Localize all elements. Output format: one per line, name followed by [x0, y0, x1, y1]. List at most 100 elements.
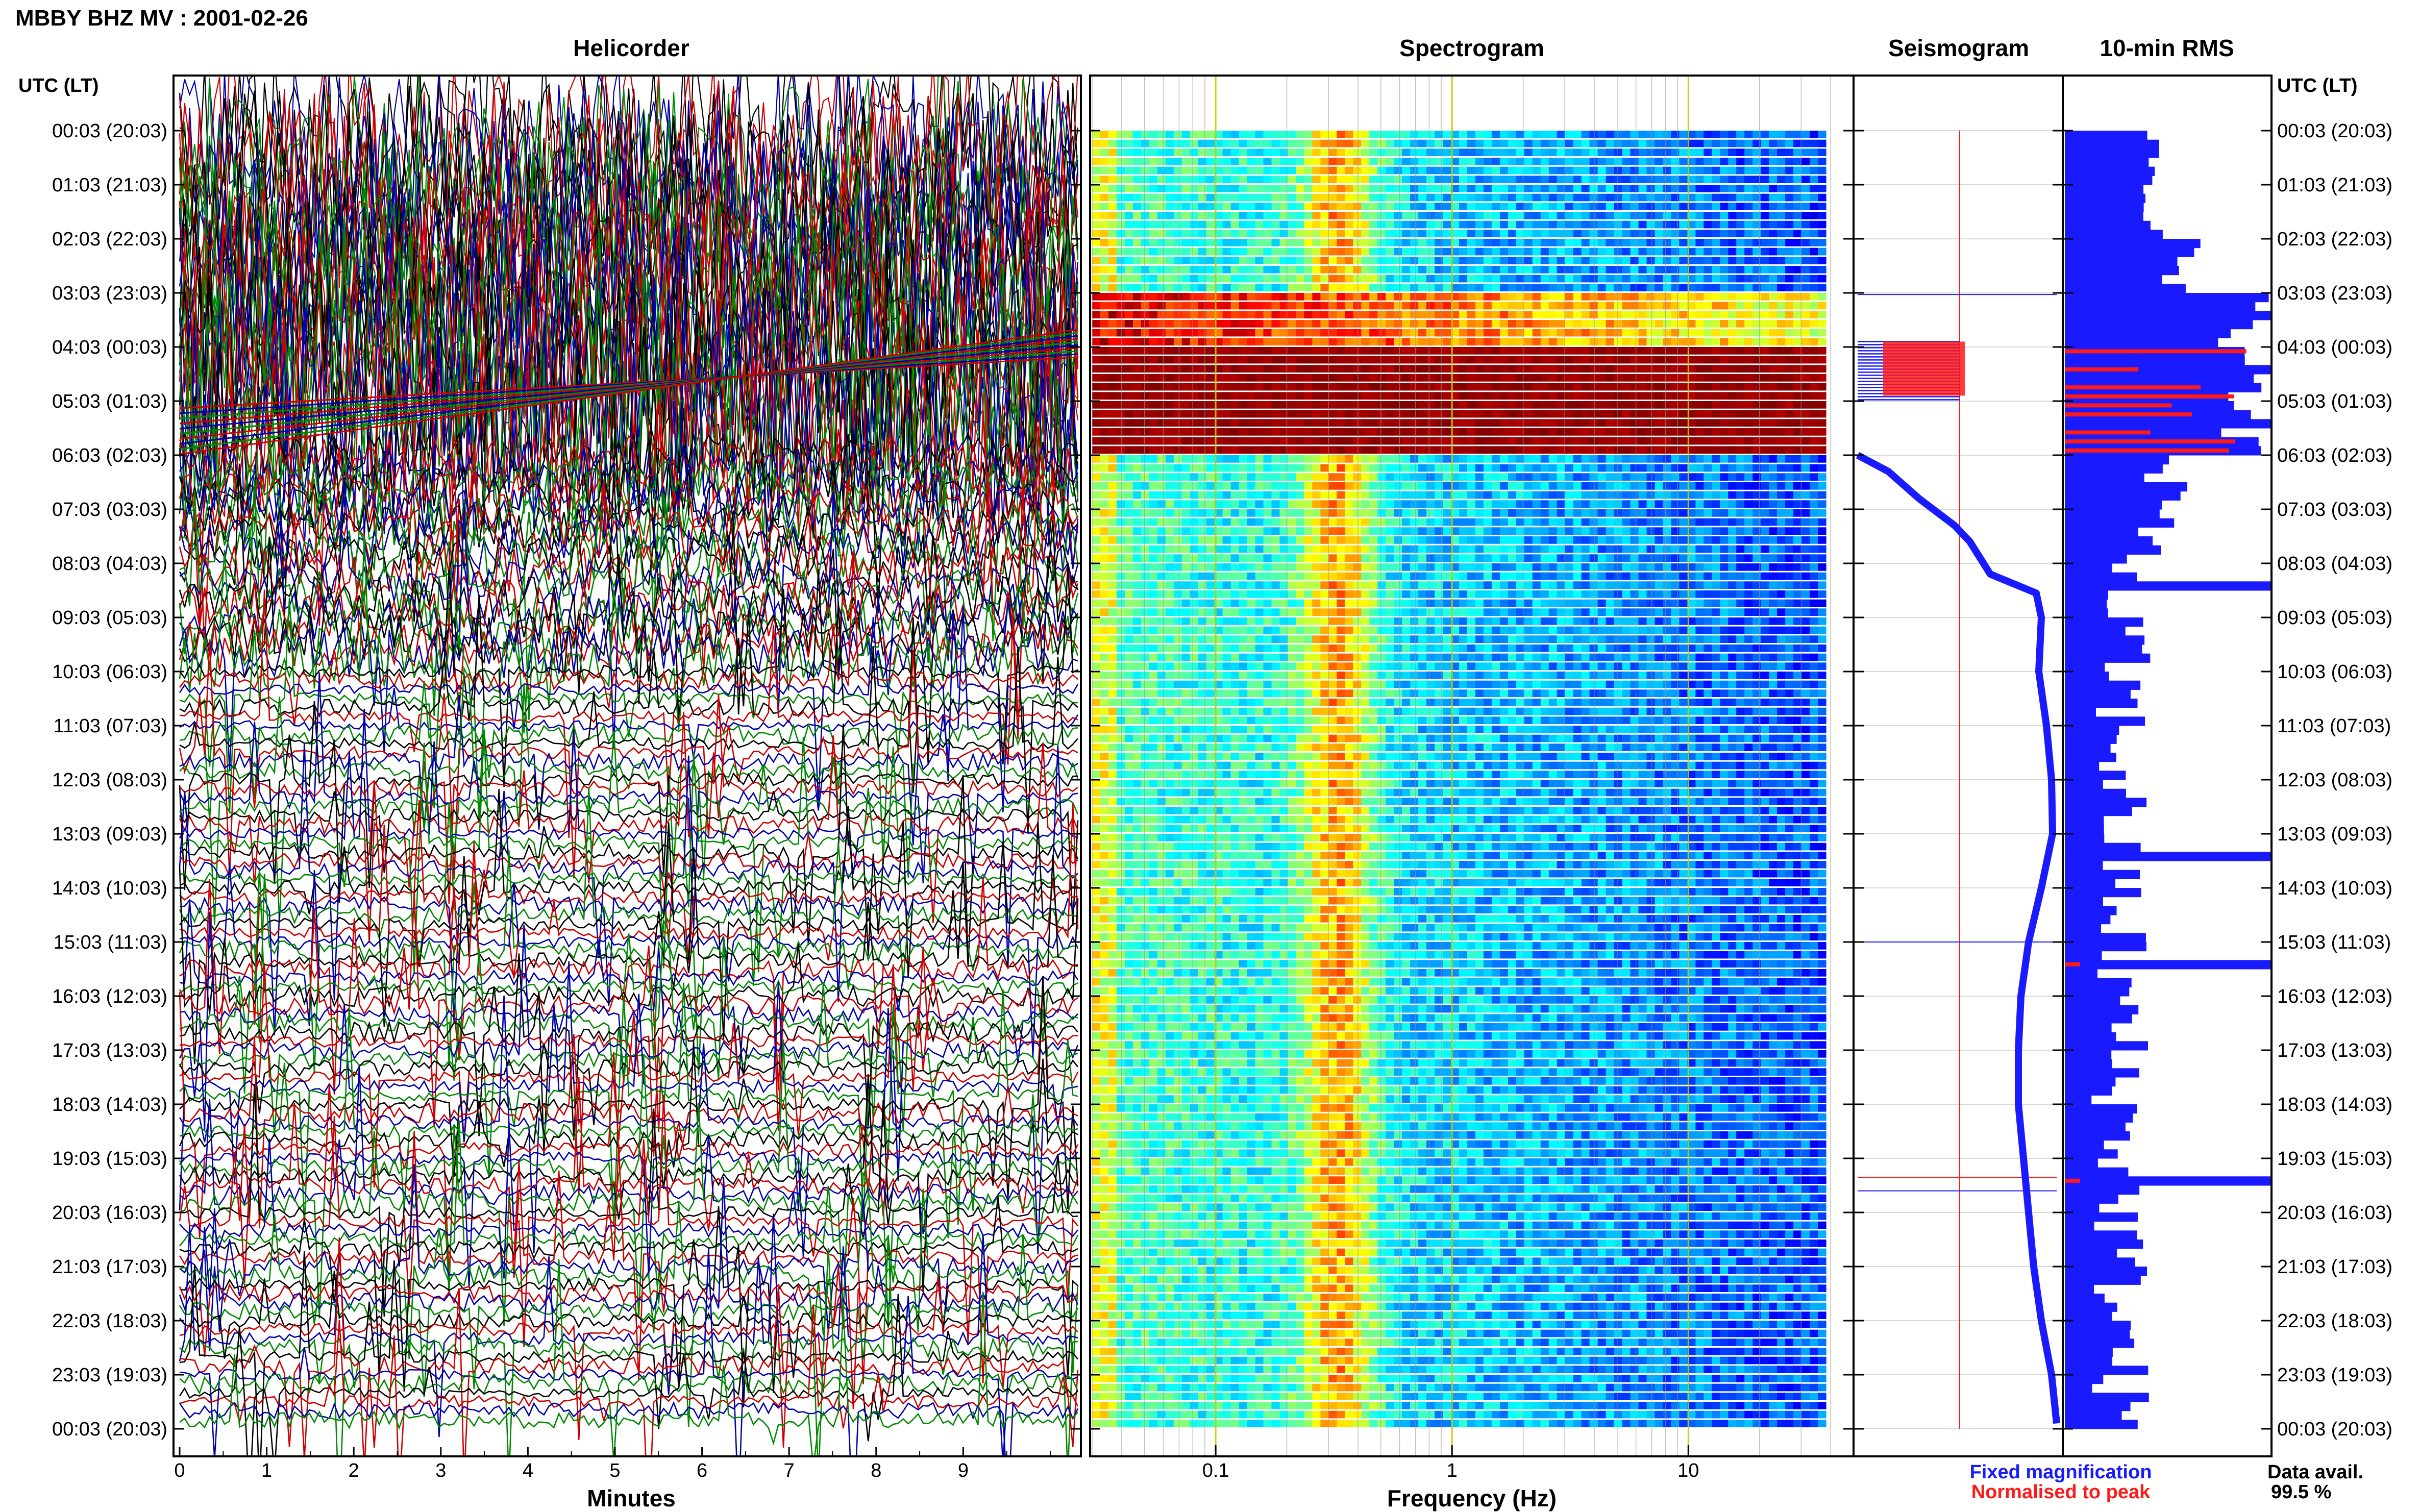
spectrogram-cell — [1239, 464, 1248, 472]
spectrogram-cell — [1386, 401, 1394, 409]
spectrogram-cell — [1443, 374, 1451, 382]
spectrogram-cell — [1377, 590, 1386, 598]
spectrogram-cell — [1092, 220, 1101, 229]
spectrogram-cell — [1581, 247, 1590, 256]
spectrogram-cell — [1394, 527, 1402, 535]
spectrogram-cell — [1573, 500, 1582, 508]
spectrogram-cell — [1573, 203, 1582, 210]
spectrogram-cell — [1793, 536, 1802, 544]
spectrogram-cell — [1491, 176, 1500, 183]
spectrogram-cell — [1247, 158, 1256, 165]
spectrogram-cell — [1418, 230, 1427, 237]
spectrogram-cell — [1214, 302, 1223, 310]
spectrogram-cell — [1793, 176, 1802, 183]
spectrogram-cell — [1279, 176, 1289, 183]
spectrogram-cell — [1132, 563, 1142, 571]
spectrogram-cell — [1247, 392, 1256, 400]
spectrogram-cell — [1312, 419, 1321, 427]
spectrogram-cell — [1092, 572, 1101, 580]
spectrogram-cell — [1173, 500, 1182, 508]
spectrogram-cell — [1386, 247, 1394, 256]
spectrogram-cell — [1320, 428, 1329, 436]
spectrogram-cell — [1132, 383, 1142, 391]
spectrogram-cell — [1239, 239, 1248, 246]
spectrogram-cell — [1557, 383, 1566, 391]
spectrogram-cell — [1426, 257, 1435, 264]
spectrogram-cell — [1687, 275, 1696, 283]
spectrogram-cell — [1443, 247, 1451, 256]
spectrogram-cell — [1622, 482, 1631, 490]
spectrogram-cell — [1532, 338, 1541, 345]
spectrogram-cell — [1475, 266, 1484, 274]
spectrogram-cell — [1614, 419, 1623, 427]
spectrogram-cell — [1459, 176, 1468, 183]
spectrogram-cell — [1557, 203, 1566, 210]
spectrogram-cell — [1540, 608, 1549, 616]
spectrogram-cell — [1687, 139, 1696, 147]
spectrogram-cell — [1369, 365, 1378, 373]
spectrogram-cell — [1141, 266, 1150, 274]
spectrogram-cell — [1475, 293, 1484, 301]
spectrogram-cell — [1443, 166, 1451, 175]
spectrogram-cell — [1769, 509, 1778, 517]
spectrogram-cell — [1279, 266, 1289, 274]
spectrogram-cell — [1499, 148, 1509, 156]
spectrogram-cell — [1132, 437, 1142, 445]
spectrogram-cell — [1752, 338, 1761, 345]
spectrogram-cell — [1736, 356, 1745, 364]
spectrogram-cell — [1671, 158, 1680, 165]
spectrogram-cell — [1720, 563, 1729, 571]
spectrogram-cell — [1100, 266, 1109, 274]
spectrogram-cell — [1801, 455, 1810, 463]
spectrogram-cell — [1108, 374, 1117, 382]
spectrogram-cell — [1173, 464, 1182, 472]
helicorder-trace — [179, 1206, 1078, 1408]
spectrogram-cell — [1736, 193, 1745, 202]
spectrogram-cell — [1679, 302, 1688, 310]
spectrogram-cell — [1516, 230, 1525, 237]
spectrogram-cell — [1499, 158, 1509, 165]
spectrogram-cell — [1247, 148, 1256, 156]
spectrogram-cell — [1181, 473, 1191, 481]
spectrogram-cell — [1124, 347, 1133, 355]
spectrogram-cell — [1818, 365, 1826, 373]
spectrogram-cell — [1320, 374, 1329, 382]
spectrogram-cell — [1516, 329, 1525, 337]
spectrogram-cell — [1337, 401, 1345, 409]
spectrogram-cell — [1459, 464, 1468, 472]
spectrogram-cell — [1630, 158, 1639, 165]
spectrogram-cell — [1557, 554, 1566, 562]
spectrogram-cell — [1646, 563, 1656, 571]
spectrogram-cell — [1646, 365, 1656, 373]
spectrogram-cell — [1777, 220, 1786, 229]
spectrogram-cell — [1638, 491, 1647, 499]
spectrogram-cell — [1214, 365, 1223, 373]
spectrogram-cell — [1712, 491, 1720, 499]
spectrogram-cell — [1443, 509, 1451, 517]
spectrogram-cell — [1279, 220, 1289, 229]
spectrogram-cell — [1320, 401, 1329, 409]
spectrogram-cell — [1092, 581, 1101, 589]
spectrogram-cell — [1687, 338, 1696, 345]
spectrogram-cell — [1516, 383, 1525, 391]
spectrogram-cell — [1443, 193, 1451, 202]
spectrogram-cell — [1157, 158, 1166, 165]
spectrogram-cell — [1597, 320, 1607, 328]
spectrogram-cell — [1777, 311, 1786, 318]
spectrogram-cell — [1793, 356, 1802, 364]
spectrogram-cell — [1353, 527, 1362, 535]
spectrogram-cell — [1410, 284, 1419, 291]
spectrogram-cell — [1712, 500, 1720, 508]
spectrogram-cell — [1720, 329, 1729, 337]
spectrogram-cell — [1491, 284, 1500, 291]
spectrogram-cell — [1614, 148, 1623, 156]
spectrogram-cell — [1712, 599, 1720, 607]
spectrogram-cell — [1704, 491, 1712, 499]
spectrogram-cell — [1565, 374, 1574, 382]
spectrogram-cell — [1565, 608, 1574, 616]
spectrogram-cell — [1312, 563, 1321, 571]
spectrogram-cell — [1132, 166, 1142, 175]
spectrogram-cell — [1597, 581, 1607, 589]
spectrogram-cell — [1769, 320, 1778, 328]
spectrogram-cell — [1581, 203, 1590, 210]
